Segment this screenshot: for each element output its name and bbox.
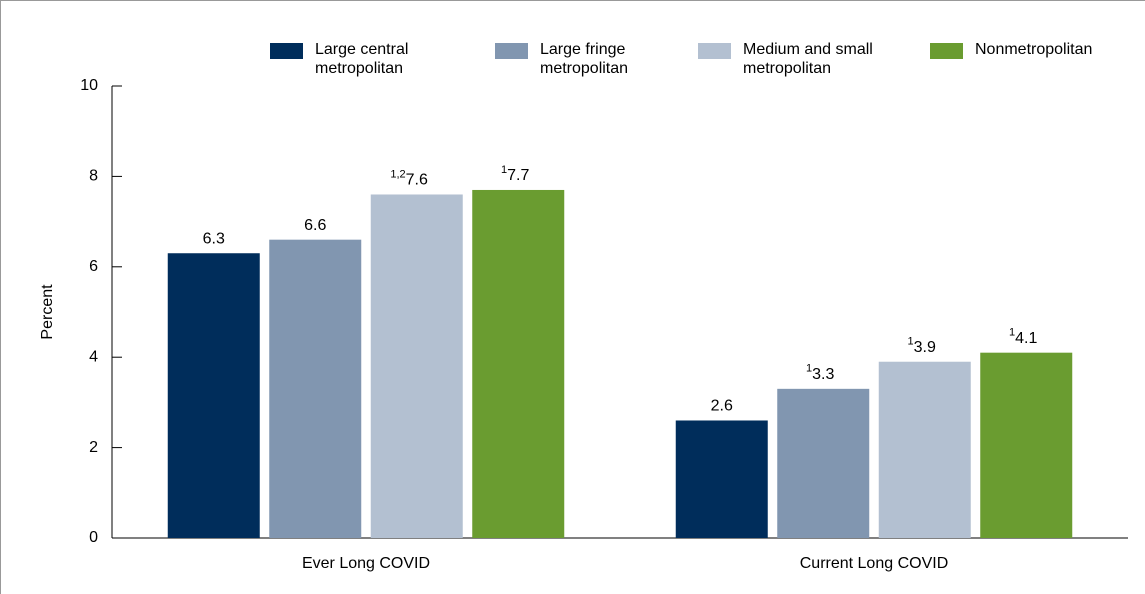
bar (980, 352, 1073, 538)
data-label: 4.1 (1015, 330, 1037, 347)
legend-label: Large central metropolitan (315, 41, 409, 77)
legend-label: Nonmetropolitan (975, 41, 1093, 58)
data-label: 7.6 (406, 172, 428, 189)
y-tick-label: 8 (89, 168, 98, 185)
data-label: 6.3 (203, 230, 225, 247)
legend-label: Medium and small metropolitan (743, 41, 873, 77)
legend-swatch (698, 43, 731, 59)
legend-swatch (270, 43, 303, 59)
x-tick-label: Current Long COVID (800, 555, 949, 572)
data-label: 3.9 (914, 339, 936, 356)
data-label-superscript: 1 (806, 363, 812, 375)
x-tick-label: Ever Long COVID (302, 555, 430, 572)
y-tick-label: 10 (80, 77, 98, 94)
data-label-superscript: 1 (1009, 327, 1015, 339)
data-label: 3.3 (812, 366, 834, 383)
data-label: 2.6 (711, 398, 733, 415)
data-label-superscript: 1,2 (390, 168, 405, 180)
data-label-superscript: 1 (501, 164, 507, 176)
bar (675, 420, 768, 538)
legend-label: Large fringe metropolitan (540, 41, 629, 77)
bar (370, 194, 463, 539)
bar (777, 388, 870, 538)
y-tick-label: 4 (89, 348, 98, 365)
legend-swatch (930, 43, 963, 59)
data-label: 7.7 (507, 167, 529, 184)
y-tick-label: 0 (89, 529, 98, 546)
data-label: 6.6 (304, 217, 326, 234)
data-label-superscript: 1 (908, 336, 914, 348)
y-tick-label: 2 (89, 439, 98, 456)
bar (167, 253, 260, 539)
bar (472, 189, 565, 538)
legend-swatch (495, 43, 528, 59)
bar (878, 361, 971, 538)
y-tick-label: 6 (89, 258, 98, 275)
y-axis-label: Percent (39, 284, 56, 340)
bar (269, 239, 362, 538)
